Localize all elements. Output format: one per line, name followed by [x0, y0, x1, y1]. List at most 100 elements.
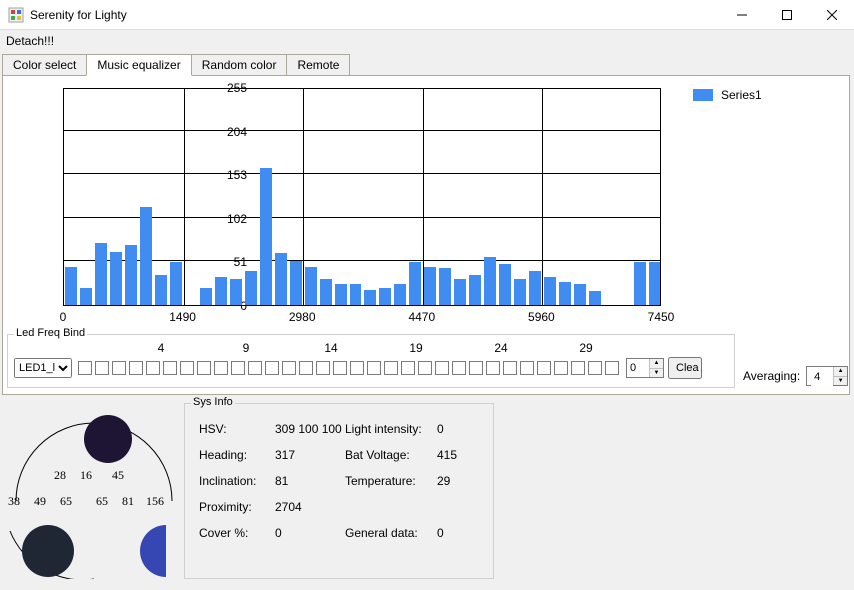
sysinfo-row: Heading:317Bat Voltage:415 — [199, 448, 457, 464]
led-freq-checkbox[interactable] — [282, 361, 296, 375]
sysinfo-value: 29 — [437, 474, 450, 490]
led-freq-checkbox[interactable] — [248, 361, 262, 375]
chart-bar — [95, 243, 107, 305]
led-freq-checkbox[interactable] — [367, 361, 381, 375]
spinner-down-icon[interactable]: ▼ — [834, 377, 847, 386]
led-freq-checkbox[interactable] — [537, 361, 551, 375]
chart-bar — [544, 277, 556, 305]
chart-bar — [245, 271, 257, 305]
tab-remote[interactable]: Remote — [286, 54, 350, 75]
led-freq-checkbox[interactable] — [571, 361, 585, 375]
led-freq-index-label: 19 — [409, 341, 422, 355]
led-freq-checkbox[interactable] — [265, 361, 279, 375]
svg-text:16: 16 — [80, 468, 92, 482]
chart-bar — [424, 267, 436, 305]
tab-random-color[interactable]: Random color — [191, 54, 288, 75]
spinner-buttons[interactable]: ▲▼ — [649, 359, 663, 377]
chart-bar — [454, 279, 466, 305]
svg-text:38: 38 — [8, 494, 20, 508]
led-index-spinner[interactable]: ▲▼ — [626, 358, 664, 378]
tab-music-equalizer[interactable]: Music equalizer — [86, 54, 191, 76]
led-freq-bind-group: Led Freq Bind 4914192429 LED1_l ▲▼ Clea — [7, 334, 735, 388]
led-freq-checkbox[interactable] — [384, 361, 398, 375]
led-freq-checkbox[interactable] — [180, 361, 194, 375]
sysinfo-value: 0 — [275, 526, 345, 542]
sysinfo-value: 317 — [275, 448, 345, 464]
chart-xtick: 4470 — [408, 310, 435, 324]
led-freq-checkbox[interactable] — [418, 361, 432, 375]
chart-bar — [80, 288, 92, 305]
chart-bar — [290, 261, 302, 305]
led-freq-checkbox[interactable] — [231, 361, 245, 375]
chart-bar — [589, 291, 601, 305]
led-freq-index-label: 24 — [494, 341, 507, 355]
chart-bar — [634, 262, 646, 305]
sysinfo-row: Inclination:81Temperature:29 — [199, 474, 450, 490]
chart-xtick: 5960 — [528, 310, 555, 324]
led-freq-checkbox[interactable] — [554, 361, 568, 375]
led-freq-checkbox[interactable] — [605, 361, 619, 375]
chart-bar — [215, 277, 227, 305]
bottom-panel: 2816453849656581156 Sys Info HSV:309 100… — [0, 395, 854, 590]
led-freq-checkbox[interactable] — [146, 361, 160, 375]
clear-button[interactable]: Clea — [668, 357, 702, 379]
legend-label: Series1 — [721, 88, 762, 102]
menu-detach[interactable]: Detach!!! — [6, 34, 54, 48]
led-freq-checkbox[interactable] — [333, 361, 347, 375]
averaging-spinner[interactable]: ▲▼ — [806, 366, 848, 386]
chart-bar — [484, 257, 496, 305]
led-freq-index-label: 14 — [324, 341, 337, 355]
led-freq-checkbox[interactable] — [503, 361, 517, 375]
led-freq-checkbox[interactable] — [112, 361, 126, 375]
chart-bar — [364, 290, 376, 305]
led-select[interactable]: LED1_l — [14, 358, 72, 378]
sysinfo-label: Bat Voltage: — [345, 448, 437, 464]
sysinfo-label: General data: — [345, 526, 437, 542]
led-freq-checkbox[interactable] — [486, 361, 500, 375]
led-freq-index-label: 29 — [579, 341, 592, 355]
chart-legend: Series1 — [693, 88, 762, 102]
led-freq-checkbox[interactable] — [214, 361, 228, 375]
chart-bar — [305, 267, 317, 305]
led-freq-checkbox[interactable] — [435, 361, 449, 375]
minimize-button[interactable] — [719, 0, 764, 30]
chart-bar — [200, 288, 212, 305]
sysinfo-label: Proximity: — [199, 500, 275, 516]
led-freq-checkbox[interactable] — [299, 361, 313, 375]
sysinfo-row: HSV:309 100 100Light intensity:0 — [199, 422, 444, 438]
spinner-buttons[interactable]: ▲▼ — [833, 367, 847, 385]
chart-bar — [529, 271, 541, 305]
close-button[interactable] — [809, 0, 854, 30]
chart-bar — [65, 267, 77, 305]
led-freq-checkbox[interactable] — [350, 361, 364, 375]
chart-xtick: 0 — [60, 310, 67, 324]
spinner-up-icon[interactable]: ▲ — [834, 367, 847, 377]
sysinfo-label: Inclination: — [199, 474, 275, 490]
led-freq-checkbox[interactable] — [163, 361, 177, 375]
led-freq-checkbox[interactable] — [588, 361, 602, 375]
led-freq-index-label: 9 — [243, 341, 250, 355]
svg-text:49: 49 — [34, 494, 46, 508]
sysinfo-label: Light intensity: — [345, 422, 437, 438]
sys-info-group: Sys Info HSV:309 100 100Light intensity:… — [184, 403, 494, 579]
led-freq-checkbox[interactable] — [469, 361, 483, 375]
spinner-down-icon[interactable]: ▼ — [650, 369, 663, 378]
led-index-value[interactable] — [627, 359, 649, 377]
led-freq-checkbox[interactable] — [520, 361, 534, 375]
tab-color-select[interactable]: Color select — [2, 54, 87, 75]
chart-xtick: 7450 — [648, 310, 675, 324]
sysinfo-label: Temperature: — [345, 474, 437, 490]
chart-bar — [350, 284, 362, 305]
led-freq-checkbox[interactable] — [316, 361, 330, 375]
led-freq-checkbox[interactable] — [401, 361, 415, 375]
led-freq-checkbox[interactable] — [95, 361, 109, 375]
led-freq-checkbox[interactable] — [452, 361, 466, 375]
led-freq-checkbox[interactable] — [78, 361, 92, 375]
spinner-up-icon[interactable]: ▲ — [650, 359, 663, 369]
averaging-value[interactable] — [811, 367, 833, 387]
led-freq-checkbox[interactable] — [129, 361, 143, 375]
tab-panel-music-equalizer: 051102153204255 014902980447059607450 Se… — [2, 75, 850, 395]
led-freq-checkbox[interactable] — [197, 361, 211, 375]
maximize-button[interactable] — [764, 0, 809, 30]
averaging-control: Averaging: ▲▼ — [743, 366, 848, 386]
